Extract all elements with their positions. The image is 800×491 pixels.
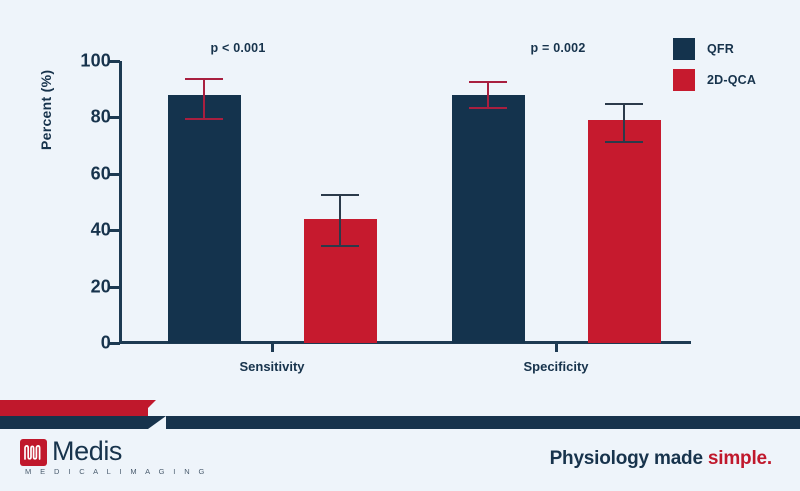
p-value-specificity: p = 0.002 (530, 41, 586, 55)
x-axis-label-specificity: Specificity (523, 359, 589, 374)
tagline-accent: simple. (707, 448, 772, 469)
footer-navy-band (0, 416, 800, 429)
x-axis-label-sensitivity: Sensitivity (239, 359, 305, 374)
bar-2d-qca-specificity (587, 120, 661, 343)
y-axis-line (119, 61, 122, 344)
error-bar-cap-bottom (321, 245, 359, 248)
legend-label: 2D-QCA (707, 73, 757, 87)
bar-qfr-specificity (451, 94, 525, 343)
medis-logo: Medis M E D I C A L I M A G I N G (20, 437, 208, 476)
y-tick-label: 40 (90, 219, 111, 240)
y-axis-label: Percent (%) (38, 69, 54, 150)
error-bar-cap-bottom (185, 118, 223, 121)
medis-logo-name: Medis (52, 436, 123, 466)
medis-logo-subtitle: M E D I C A L I M A G I N G (25, 467, 208, 476)
y-tick-mark (109, 285, 120, 289)
error-bar-stem (487, 80, 489, 109)
error-bar-cap-bottom (469, 106, 507, 109)
y-tick-mark (109, 172, 120, 176)
legend-swatch (673, 69, 695, 91)
footer-red-band (0, 400, 148, 416)
tagline-main: Physiology made (549, 448, 708, 469)
y-tick-mark (109, 60, 120, 63)
plot-area: 0 20 40 60 80 100 (80, 51, 690, 353)
chart-panel: Percent (%) 0 20 40 60 80 100 Sensitivity Spec… (38, 38, 756, 374)
error-bar-stem (623, 103, 625, 143)
medis-wordmark: Medis M E D I C A L I M A G I N G (25, 436, 208, 476)
error-bar-cap-bottom (605, 140, 643, 143)
footer: Medis M E D I C A L I M A G I N G Physio… (0, 400, 800, 491)
y-tick-mark (109, 116, 120, 120)
y-tick-label: 0 (100, 332, 111, 353)
y-tick-mark (109, 229, 120, 233)
y-tick-label: 60 (90, 163, 111, 184)
error-bar-cap-top (185, 77, 223, 80)
bar-qfr-sensitivity (167, 94, 241, 343)
legend-swatch (673, 38, 695, 60)
legend-label: QFR (707, 42, 734, 56)
medis-waveform-icon (20, 439, 47, 466)
chart-legend: QFR 2D-QCA (673, 38, 756, 100)
x-tick-sensitivity (271, 341, 274, 352)
x-tick-specificity (555, 341, 558, 352)
footer-navy-band-notch (148, 416, 166, 429)
error-bar-cap-top (469, 80, 507, 83)
x-axis-line (119, 341, 691, 344)
error-bar-cap-top (321, 193, 359, 196)
y-tick-label: 100 (80, 50, 111, 71)
y-tick-label: 80 (90, 106, 111, 127)
footer-red-band-notch (140, 400, 156, 416)
legend-item-qfr[interactable]: QFR (673, 38, 756, 60)
y-tick-mark (109, 342, 120, 345)
p-value-sensitivity: p < 0.001 (210, 41, 266, 55)
error-bar-cap-top (605, 103, 643, 106)
legend-item-2d-qca[interactable]: 2D-QCA (673, 69, 756, 91)
tagline: Physiology made simple. (549, 448, 773, 470)
y-tick-label: 20 (90, 276, 111, 297)
error-bar-stem (339, 193, 341, 248)
error-bar-stem (203, 77, 205, 121)
